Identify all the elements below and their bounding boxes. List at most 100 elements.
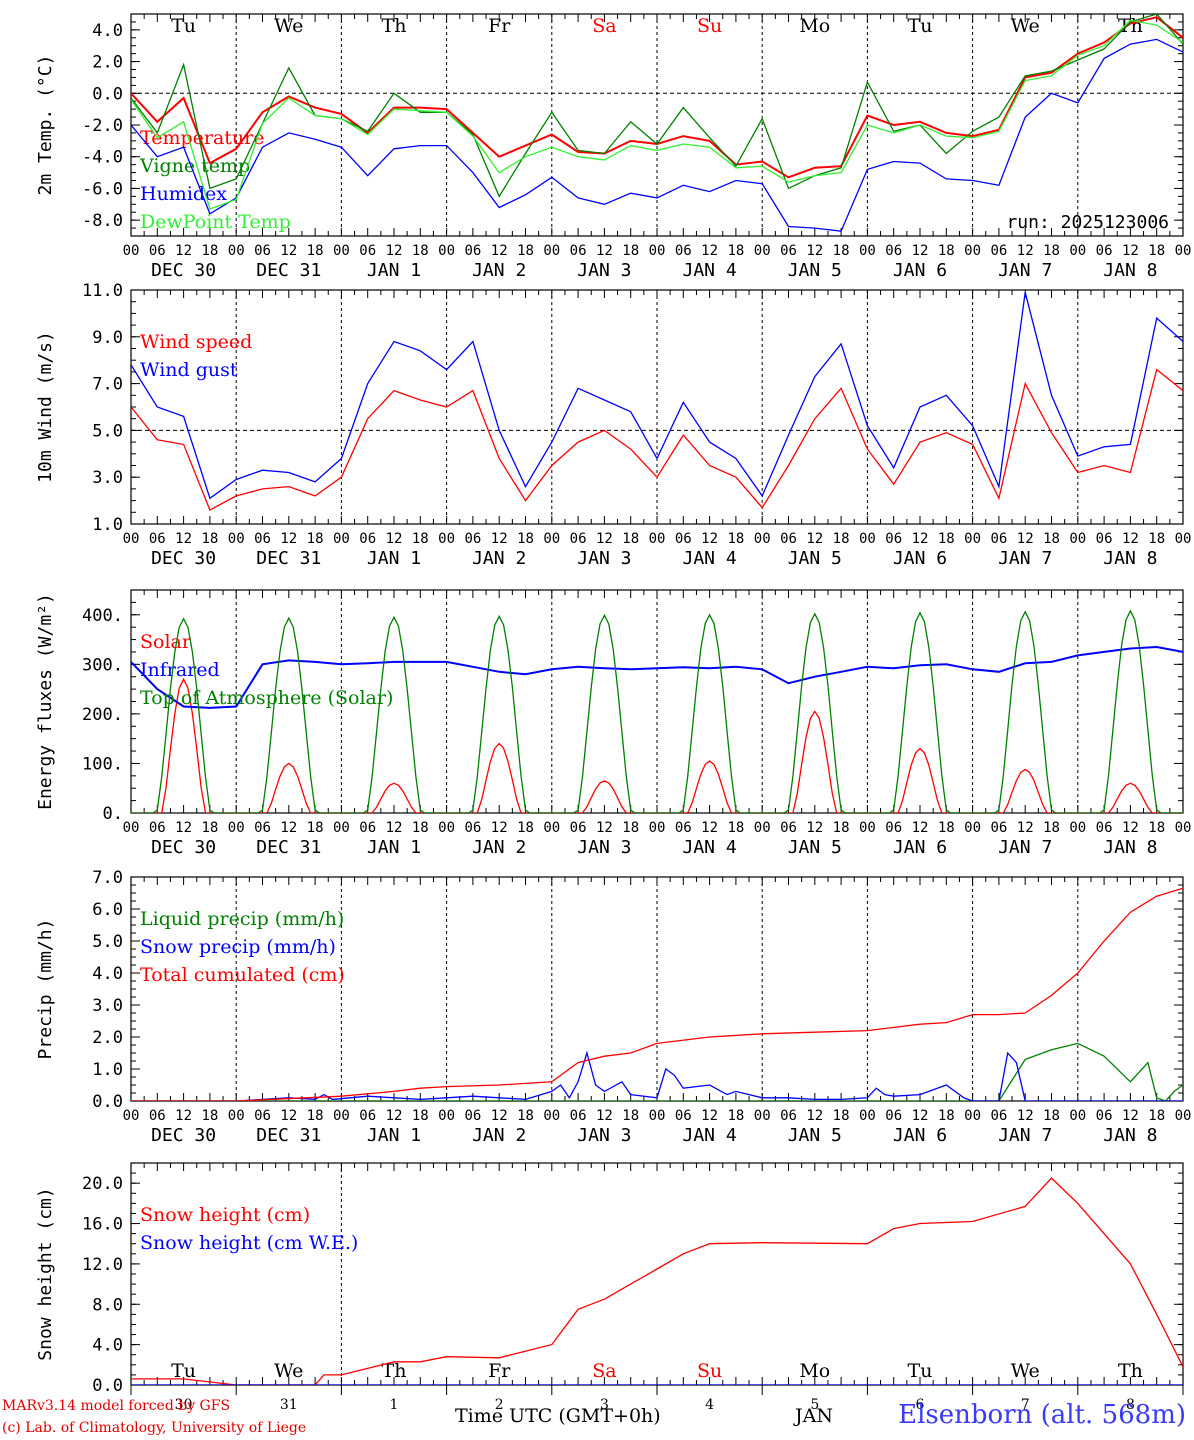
hour-tick-label: 06 xyxy=(149,1108,166,1124)
y-tick-label: 1.0 xyxy=(92,515,123,535)
hour-tick-label: 18 xyxy=(727,820,744,836)
hour-tick-label: 06 xyxy=(359,531,376,547)
series-line-1 xyxy=(131,645,1183,709)
hour-tick-label: 12 xyxy=(491,531,508,547)
hour-tick-label: 12 xyxy=(806,531,823,547)
hour-tick-label: 18 xyxy=(622,531,639,547)
panel-wind: 1.0 3.0 5.0 7.0 9.0 11.0 10m Wind (m/s) 00 06 12 1… xyxy=(35,281,1191,569)
panel-precip: 0.0 1.0 2.0 3.0 4.0 5.0 6.0 7.0 Precip (mm/h) 00 0… xyxy=(35,868,1191,1146)
date-label: JAN 7 xyxy=(998,548,1052,569)
date-label: JAN 4 xyxy=(683,548,737,569)
date-label: JAN 4 xyxy=(683,260,737,281)
date-label: JAN 8 xyxy=(1103,548,1157,569)
hour-tick-label: 06 xyxy=(254,243,271,259)
day-number-label: 30 xyxy=(175,1397,193,1413)
legend-entry: Snow precip (mm/h) xyxy=(140,936,336,958)
hour-tick-label: 12 xyxy=(280,820,297,836)
series-line-0 xyxy=(131,1177,1183,1385)
hour-tick-label: 18 xyxy=(833,820,850,836)
hour-tick-label: 00 xyxy=(859,243,876,259)
y-tick-label: 3.0 xyxy=(92,996,123,1016)
hour-tick-label: 12 xyxy=(175,531,192,547)
date-label: JAN 5 xyxy=(788,837,842,858)
hour-tick-label: 18 xyxy=(1148,1108,1165,1124)
hour-tick-label: 00 xyxy=(964,820,981,836)
hour-tick-label: 00 xyxy=(123,243,140,259)
y-tick-label: -2.0 xyxy=(82,116,123,136)
hour-tick-label: 18 xyxy=(307,531,324,547)
legend-entry: Infrared xyxy=(140,659,220,681)
hour-tick-label: 00 xyxy=(543,243,560,259)
date-label: JAN 2 xyxy=(472,837,526,858)
hour-tick-label: 00 xyxy=(649,531,666,547)
date-label: JAN 3 xyxy=(577,548,631,569)
legend-entry: DewPoint Temp xyxy=(140,211,291,233)
hour-tick-label: 18 xyxy=(1148,820,1165,836)
hour-tick-label: 00 xyxy=(649,243,666,259)
hour-tick-label: 12 xyxy=(386,243,403,259)
hour-tick-label: 18 xyxy=(727,243,744,259)
day-label: Su xyxy=(697,15,722,37)
date-label: DEC 30 xyxy=(151,260,216,281)
hour-tick-label: 00 xyxy=(754,1108,771,1124)
run-label: run: 2025123006 xyxy=(1006,212,1169,233)
date-label: JAN 7 xyxy=(998,837,1052,858)
series-line-1 xyxy=(131,292,1183,500)
date-label: JAN 2 xyxy=(472,548,526,569)
day-label: Tu xyxy=(171,15,196,37)
hour-tick-label: 00 xyxy=(1175,531,1192,547)
date-label: DEC 30 xyxy=(151,1125,216,1146)
hour-tick-label: 06 xyxy=(464,1108,481,1124)
hour-tick-label: 18 xyxy=(201,531,218,547)
hour-tick-label: 06 xyxy=(780,531,797,547)
hour-tick-label: 18 xyxy=(622,820,639,836)
hour-tick-label: 06 xyxy=(885,243,902,259)
hour-tick-label: 18 xyxy=(307,243,324,259)
hour-tick-label: 06 xyxy=(780,820,797,836)
day-label: Th xyxy=(382,15,407,37)
hour-tick-label: 12 xyxy=(280,243,297,259)
hour-tick-label: 06 xyxy=(885,820,902,836)
hour-tick-label: 06 xyxy=(570,243,587,259)
hour-tick-label: 06 xyxy=(149,820,166,836)
hour-tick-label: 12 xyxy=(175,1108,192,1124)
hour-tick-label: 12 xyxy=(912,531,929,547)
hour-tick-label: 12 xyxy=(701,1108,718,1124)
hour-tick-label: 00 xyxy=(754,243,771,259)
hour-tick-label: 18 xyxy=(727,531,744,547)
hour-tick-label: 18 xyxy=(622,1108,639,1124)
hour-tick-label: 18 xyxy=(517,243,534,259)
y-axis-label: 2m Temp. (°C) xyxy=(35,55,56,196)
date-label: JAN 5 xyxy=(788,260,842,281)
hour-tick-label: 00 xyxy=(228,820,245,836)
hour-tick-label: 00 xyxy=(649,820,666,836)
legend-entry: Solar xyxy=(140,631,192,653)
plot-frame xyxy=(130,1162,1184,1386)
legend-entry: Snow height (cm) xyxy=(140,1204,310,1226)
y-tick-label: 400. xyxy=(82,606,123,626)
date-label: JAN 3 xyxy=(577,837,631,858)
day-number-label: 6 xyxy=(916,1397,925,1413)
date-label: DEC 30 xyxy=(151,548,216,569)
day-label: Tu xyxy=(908,15,933,37)
hour-tick-label: 12 xyxy=(1122,531,1139,547)
legend-entry: Humidex xyxy=(140,183,227,205)
y-axis-label: 10m Wind (m/s) xyxy=(35,331,56,483)
hour-tick-label: 12 xyxy=(701,820,718,836)
hour-tick-label: 12 xyxy=(1122,1108,1139,1124)
y-tick-label: 9.0 xyxy=(92,328,123,348)
day-number-label: 2 xyxy=(495,1397,504,1413)
y-tick-label: 7.0 xyxy=(92,868,123,888)
y-tick-label: 2.0 xyxy=(92,53,123,73)
hour-tick-label: 00 xyxy=(228,243,245,259)
day-label: We xyxy=(1011,1360,1040,1382)
hour-tick-label: 06 xyxy=(570,820,587,836)
legend-entry: Snow height (cm W.E.) xyxy=(140,1232,358,1254)
y-tick-label: 0.0 xyxy=(92,84,123,104)
date-label: JAN 8 xyxy=(1103,837,1157,858)
hour-tick-label: 18 xyxy=(833,1108,850,1124)
hour-tick-label: 18 xyxy=(1043,531,1060,547)
hour-tick-label: 12 xyxy=(806,1108,823,1124)
hour-tick-label: 00 xyxy=(123,531,140,547)
hour-tick-label: 18 xyxy=(833,243,850,259)
